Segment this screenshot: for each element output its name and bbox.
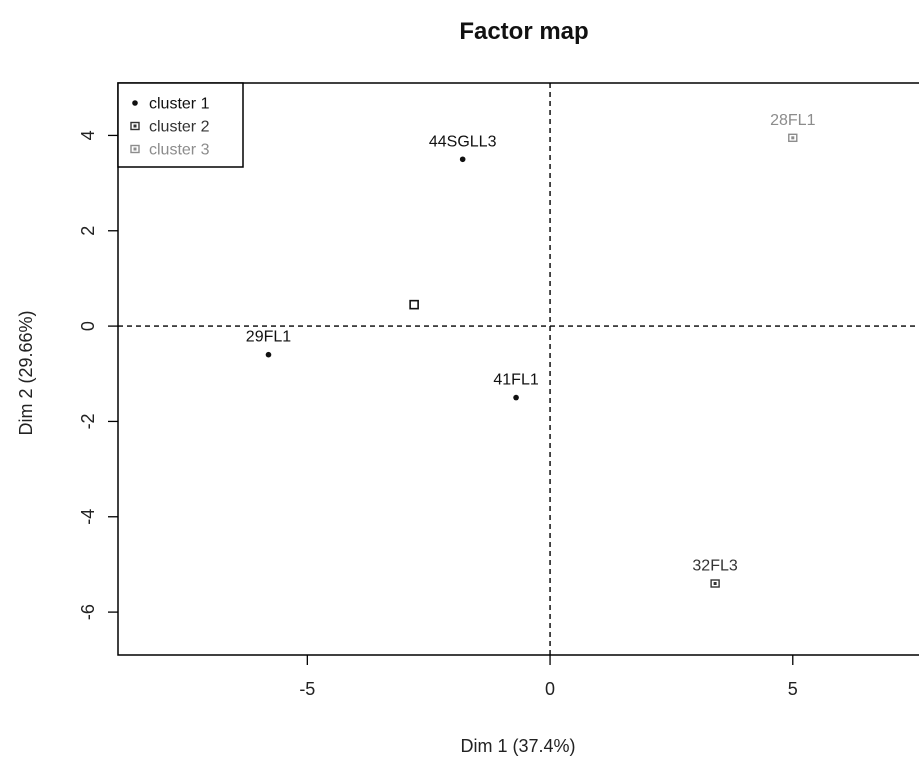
- plot-frame: [117, 82, 919, 656]
- legend-label: cluster 1: [149, 96, 210, 113]
- y-tick-label: -2: [78, 413, 98, 429]
- y-tick-label: -6: [78, 604, 98, 620]
- data-point-label: 28FL1: [770, 112, 815, 129]
- y-tick-label: 2: [78, 226, 98, 236]
- plot-area: -5 0 5 -6 -4 -2 0 2 4 44SGLL3 29FL1 41FL1 32FL3 28FL1: [78, 82, 919, 699]
- legend-marker: [132, 100, 138, 106]
- data-point-label: 29FL1: [246, 329, 291, 346]
- data-point-inner: [713, 582, 717, 585]
- y-axis-title: Dim 2 (29.66%): [16, 310, 36, 435]
- legend: cluster 1 cluster 2 cluster 3: [117, 82, 244, 168]
- data-point-label: 44SGLL3: [429, 133, 497, 150]
- legend-marker-inner: [133, 147, 137, 151]
- centroid-marker: [409, 299, 419, 310]
- data-point: [459, 156, 466, 163]
- x-tick-label: 5: [788, 679, 798, 699]
- legend-label: cluster 3: [149, 142, 210, 159]
- data-point-inner: [791, 136, 795, 140]
- chart-title: Factor map: [459, 18, 588, 45]
- data-point: [265, 351, 272, 358]
- legend-marker-inner: [133, 124, 137, 128]
- data-point-label: 32FL3: [692, 558, 737, 575]
- x-axis-title-group: Dim 1 (37.4%): [460, 736, 575, 756]
- data-point-label: 41FL1: [493, 372, 538, 389]
- y-tick-label: 4: [78, 130, 98, 140]
- x-tick-label: -5: [299, 679, 315, 699]
- legend-label: cluster 2: [149, 119, 210, 136]
- data-point: [513, 394, 519, 401]
- x-axis-title: Dim 1 (37.4%): [460, 736, 575, 756]
- y-tick-label: 0: [78, 321, 98, 331]
- x-tick-label: 0: [545, 679, 555, 699]
- y-tick-label: -4: [78, 509, 98, 525]
